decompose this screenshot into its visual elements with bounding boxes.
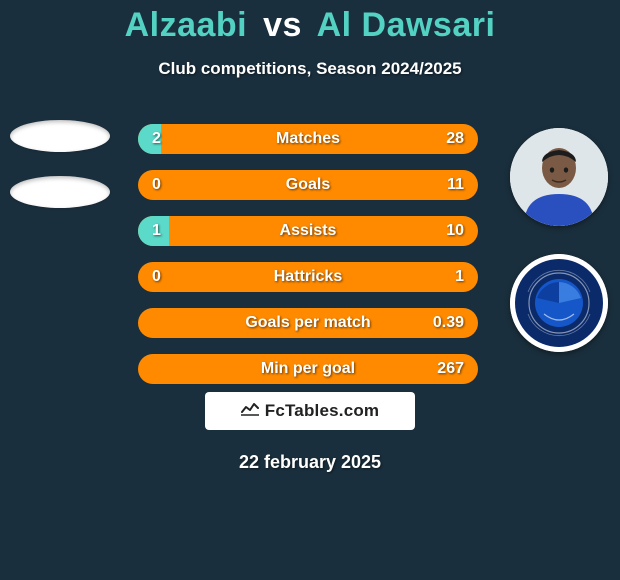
stat-value-left: 1 xyxy=(152,222,161,240)
stat-bar-label: Min per goal267 xyxy=(138,354,478,384)
stat-name: Min per goal xyxy=(138,360,478,378)
player-photo xyxy=(510,128,608,226)
club-crest xyxy=(510,254,608,352)
stat-row: 2Matches28 xyxy=(138,124,478,154)
left-blank-ellipse xyxy=(10,120,110,152)
title-vs: vs xyxy=(257,6,308,44)
stat-row: Goals per match0.39 xyxy=(138,308,478,338)
title-player2: Al Dawsari xyxy=(317,6,496,44)
fctables-badge: FcTables.com xyxy=(205,392,415,430)
stat-value-left: 0 xyxy=(152,176,161,194)
comparison-infographic: Alzaabi vs Al Dawsari Club competitions,… xyxy=(0,0,620,580)
badge-text: FcTables.com xyxy=(265,401,380,421)
title-player1: Alzaabi xyxy=(125,6,248,44)
stat-value-right: 1 xyxy=(455,268,464,286)
stat-value-right: 28 xyxy=(446,130,464,148)
subtitle: Club competitions, Season 2024/2025 xyxy=(0,59,620,79)
stat-name: Matches xyxy=(138,130,478,148)
stat-value-right: 11 xyxy=(447,176,464,194)
stat-row: 0Hattricks1 xyxy=(138,262,478,292)
chart-icon xyxy=(241,402,259,420)
stat-bar-label: 0Goals11 xyxy=(138,170,478,200)
stat-value-left: 0 xyxy=(152,268,161,286)
stat-value-right: 267 xyxy=(437,360,464,378)
stat-value-right: 0.39 xyxy=(433,314,464,332)
stat-name: Goals per match xyxy=(138,314,478,332)
stat-name: Assists xyxy=(138,222,478,240)
stat-bar-label: Goals per match0.39 xyxy=(138,308,478,338)
stat-bar-label: 1Assists10 xyxy=(138,216,478,246)
stat-row: 1Assists10 xyxy=(138,216,478,246)
stat-bar-label: 2Matches28 xyxy=(138,124,478,154)
stat-row: 0Goals11 xyxy=(138,170,478,200)
stat-value-right: 10 xyxy=(446,222,464,240)
date-line: 22 february 2025 xyxy=(0,452,620,473)
stat-name: Goals xyxy=(138,176,478,194)
stat-value-left: 2 xyxy=(152,130,161,148)
stat-name: Hattricks xyxy=(138,268,478,286)
stat-bar-label: 0Hattricks1 xyxy=(138,262,478,292)
stat-bars: 2Matches280Goals111Assists100Hattricks1G… xyxy=(138,124,478,400)
left-blank-ellipse xyxy=(10,176,110,208)
page-title: Alzaabi vs Al Dawsari xyxy=(0,6,620,45)
stat-row: Min per goal267 xyxy=(138,354,478,384)
